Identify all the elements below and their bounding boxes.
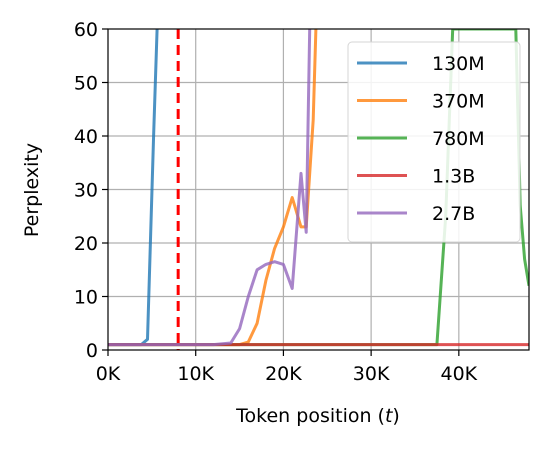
y-tick-label: 30 bbox=[74, 180, 98, 202]
y-tick-label: 40 bbox=[74, 126, 98, 148]
x-tick-label: 40K bbox=[441, 363, 478, 385]
x-tick-label: 30K bbox=[353, 363, 390, 385]
y-tick-label: 20 bbox=[74, 233, 98, 255]
series-line-2-7b bbox=[108, 29, 312, 347]
legend-box bbox=[347, 41, 521, 243]
x-axis-label: Token position (t) bbox=[235, 405, 400, 427]
x-axis-label-text: Token position ( bbox=[235, 405, 385, 427]
legend-label: 780M bbox=[432, 128, 485, 150]
legend: 130M 370M 780M 1.3B 2.7B bbox=[347, 41, 521, 243]
y-tick-label: 0 bbox=[86, 340, 98, 362]
series-line-780m bbox=[108, 29, 529, 347]
y-tick-label: 60 bbox=[74, 19, 98, 41]
axis-ticks: 0K 10K 20K 30K 40K 0 10 20 30 40 50 60 bbox=[74, 19, 478, 385]
series-lines bbox=[108, 29, 529, 350]
y-tick-label: 50 bbox=[74, 73, 98, 95]
legend-label: 1.3B bbox=[432, 166, 475, 188]
legend-label: 130M bbox=[432, 53, 485, 75]
y-tick-label: 10 bbox=[74, 287, 98, 309]
legend-label: 2.7B bbox=[432, 203, 475, 225]
x-tick-label: 0K bbox=[96, 363, 121, 385]
y-axis-label: Perplexity bbox=[21, 143, 43, 237]
x-tick-label: 10K bbox=[177, 363, 214, 385]
x-axis-label-end: ) bbox=[392, 405, 399, 427]
x-axis-label-variable: t bbox=[385, 405, 394, 427]
x-tick-label: 20K bbox=[265, 363, 302, 385]
legend-label: 370M bbox=[432, 91, 485, 113]
